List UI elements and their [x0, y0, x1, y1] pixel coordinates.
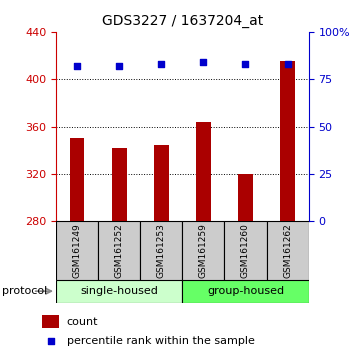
Bar: [98, 221, 140, 280]
Point: [243, 61, 248, 67]
Bar: [280, 62, 295, 221]
Bar: [182, 280, 309, 303]
Point: [200, 59, 206, 65]
Text: GSM161252: GSM161252: [115, 223, 123, 278]
Bar: [56, 280, 182, 303]
Bar: [182, 221, 225, 280]
Bar: [140, 221, 182, 280]
Bar: [70, 138, 84, 221]
Text: group-housed: group-housed: [207, 286, 284, 296]
Text: GSM161249: GSM161249: [73, 223, 82, 278]
Text: count: count: [67, 316, 98, 327]
Text: GSM161262: GSM161262: [283, 223, 292, 278]
Bar: [154, 145, 169, 221]
Text: percentile rank within the sample: percentile rank within the sample: [67, 336, 255, 346]
Text: single-housed: single-housed: [80, 286, 158, 296]
Point: [158, 61, 164, 67]
Bar: [42, 315, 59, 328]
Text: GSM161259: GSM161259: [199, 223, 208, 278]
Point: [116, 63, 122, 69]
Bar: [238, 174, 253, 221]
Point: [285, 61, 291, 67]
Bar: [225, 221, 266, 280]
Point: [48, 338, 53, 343]
Bar: [112, 148, 126, 221]
Bar: [56, 221, 98, 280]
Text: protocol: protocol: [2, 286, 47, 296]
Bar: [266, 221, 309, 280]
Bar: [196, 122, 211, 221]
Text: GSM161260: GSM161260: [241, 223, 250, 278]
Point: [74, 63, 80, 69]
Text: GSM161253: GSM161253: [157, 223, 166, 278]
Title: GDS3227 / 1637204_at: GDS3227 / 1637204_at: [102, 14, 263, 28]
